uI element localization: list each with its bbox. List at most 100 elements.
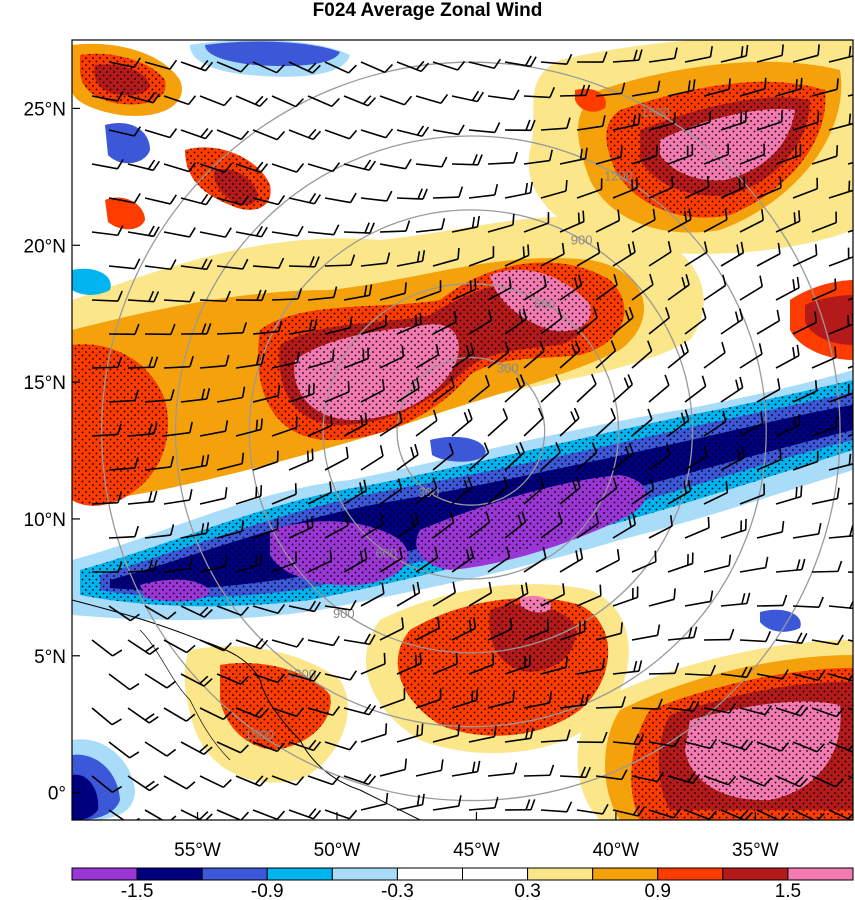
wind-barb	[595, 209, 621, 233]
wind-barb	[307, 775, 341, 786]
wind-barb	[811, 560, 843, 573]
wind-barb	[451, 476, 473, 505]
range-ring-label: 1200	[604, 169, 633, 184]
wind-barb	[360, 61, 394, 74]
wind-barb	[199, 354, 230, 369]
wind-barb	[612, 374, 634, 403]
wind-barb	[487, 690, 515, 709]
wind-barb	[703, 143, 730, 165]
wind-barb	[487, 546, 511, 573]
wind-barb	[396, 443, 419, 471]
wind-barb	[576, 51, 608, 63]
wind-barb	[756, 378, 781, 403]
wind-barb	[540, 729, 571, 743]
wind-barb	[144, 524, 175, 539]
wind-barb	[576, 731, 608, 744]
wind-barb	[595, 477, 618, 505]
wind-barb	[252, 384, 281, 403]
wind-barb	[811, 487, 840, 505]
wind-barb	[307, 349, 335, 369]
wind-barb	[775, 210, 801, 233]
wind-barb	[216, 673, 250, 685]
wind-barb	[811, 707, 845, 718]
wind-barb	[540, 117, 571, 131]
wind-barb	[360, 723, 388, 743]
wind-barb	[775, 144, 802, 165]
wind-barb	[271, 637, 305, 648]
wind-barb	[127, 422, 158, 437]
wind-barb	[396, 312, 422, 335]
wind-barb	[468, 725, 497, 743]
wind-barb	[792, 741, 826, 753]
wind-barb	[180, 323, 212, 335]
wind-barb	[523, 149, 553, 165]
wind-barb	[468, 184, 499, 199]
wind-barb	[720, 110, 747, 131]
wind-barb	[775, 705, 809, 717]
wind-barb	[576, 241, 601, 267]
wind-barb	[739, 631, 772, 643]
colorbar-tick-label: 0.3	[514, 881, 540, 900]
wind-barb	[235, 707, 269, 719]
wind-barb	[828, 809, 853, 820]
wind-barb	[540, 801, 573, 813]
lat-tick-label: 10°N	[24, 510, 66, 531]
wind-barb	[612, 733, 645, 746]
wind-barb	[324, 446, 349, 471]
wind-barb	[252, 741, 286, 753]
wind-barb	[360, 652, 386, 675]
wind-barb	[163, 639, 196, 654]
range-ring-label: 300	[497, 360, 519, 375]
wind-barb	[631, 144, 658, 165]
wind-barb	[396, 60, 430, 73]
wind-barb	[648, 443, 671, 471]
wind-barb	[523, 476, 545, 505]
wind-barb	[684, 176, 710, 199]
wind-barb	[307, 705, 341, 717]
wind-barb	[180, 193, 214, 206]
wind-barb	[523, 546, 547, 573]
wind-barb	[108, 741, 140, 759]
range-ring	[396, 356, 546, 506]
wind-barb	[180, 741, 213, 756]
wind-barb	[811, 634, 844, 646]
wind-barb	[396, 188, 428, 200]
wind-barb	[847, 502, 853, 505]
wind-barb	[288, 670, 322, 682]
wind-barb	[288, 739, 322, 752]
wind-barb	[91, 158, 124, 170]
wind-barb	[847, 775, 853, 780]
wind-barb	[523, 86, 556, 99]
wind-barb	[163, 557, 193, 573]
lon-tick-label: 50°W	[314, 840, 361, 861]
wind-barb	[811, 278, 837, 301]
colorbar-tick-label: -0.3	[381, 881, 414, 900]
wind-barb	[432, 60, 466, 71]
wind-barb	[199, 420, 229, 437]
wind-barb	[487, 341, 510, 369]
colorbar-box	[266, 867, 333, 881]
wind-barb	[108, 126, 142, 137]
wind-barb	[288, 600, 321, 613]
wind-barb	[631, 624, 661, 641]
wind-barb	[288, 192, 321, 205]
wind-barb	[144, 456, 175, 471]
wind-barb	[504, 308, 528, 335]
wind-barb	[720, 666, 753, 679]
wind-barb	[216, 322, 248, 335]
wind-barb	[163, 162, 197, 173]
wind-barb	[343, 284, 373, 301]
wind-barb	[324, 670, 358, 681]
wind-barb	[235, 289, 267, 302]
wind-barb	[739, 705, 773, 716]
wind-barb	[271, 351, 300, 369]
wind-barb	[379, 478, 403, 505]
wind-barb	[451, 617, 477, 641]
wind-barb	[739, 209, 764, 233]
wind-barb	[235, 353, 265, 369]
wind-barb	[144, 673, 177, 689]
colorbar-box	[527, 867, 594, 881]
wind-barb	[415, 477, 438, 505]
wind-barb	[144, 128, 178, 139]
wind-barb	[775, 775, 808, 788]
